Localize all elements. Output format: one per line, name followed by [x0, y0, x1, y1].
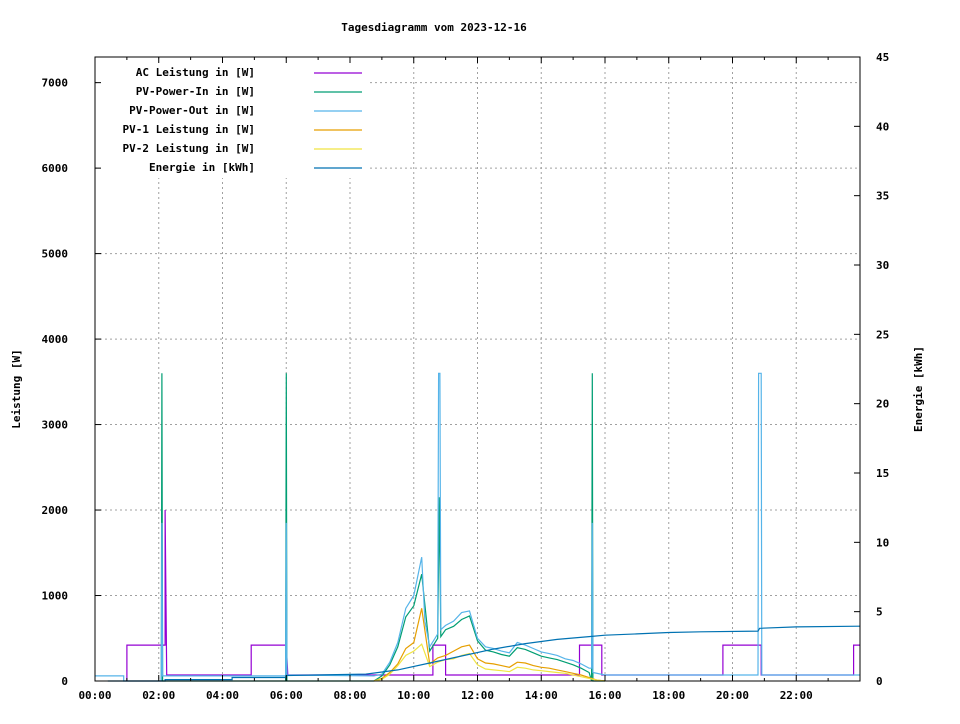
series-line-2 — [160, 373, 605, 682]
y-axis-label: Leistung [W] — [10, 349, 23, 428]
y2-tick-label: 45 — [876, 51, 889, 64]
y-tick-label: 4000 — [42, 333, 69, 346]
y2-tick-label: 0 — [876, 675, 883, 688]
legend-label: AC Leistung in [W] — [136, 66, 255, 79]
series-line-5 — [373, 643, 606, 682]
x-tick-label: 04:00 — [206, 689, 239, 702]
y-tick-label: 7000 — [42, 77, 69, 90]
x-tick-label: 12:00 — [461, 689, 494, 702]
x-tick-label: 06:00 — [270, 689, 303, 702]
series-line-6 — [107, 625, 861, 682]
y-tick-label: 3000 — [42, 419, 69, 432]
y-tick-label: 2000 — [42, 504, 69, 517]
legend-label: PV-Power-Out in [W] — [129, 104, 255, 117]
x-tick-label: 10:00 — [397, 689, 430, 702]
x-tick-label: 20:00 — [716, 689, 749, 702]
y2-tick-label: 25 — [876, 328, 889, 341]
legend: AC Leistung in [W] PV-Power-In in [W] PV-P… — [97, 60, 367, 178]
legend-label: PV-2 Leistung in [W] — [123, 142, 255, 155]
x-tick-label: 02:00 — [142, 689, 175, 702]
series-line-4 — [373, 608, 606, 682]
y-tick-label: 6000 — [42, 162, 69, 175]
y2-tick-label: 15 — [876, 467, 889, 480]
y-tick-label: 5000 — [42, 248, 69, 261]
y2-tick-label: 40 — [876, 120, 889, 133]
axis-ticks: 00:00 02:00 04:00 06:00 08:00 10:00 12:00 14:00… — [42, 51, 890, 702]
x-tick-label: 14:00 — [525, 689, 558, 702]
x-tick-label: 00:00 — [78, 689, 111, 702]
legend-background — [97, 60, 367, 178]
y2-tick-label: 30 — [876, 259, 889, 272]
y2-tick-label: 35 — [876, 190, 889, 203]
x-tick-label: 22:00 — [780, 689, 813, 702]
chart-title: Tagesdiagramm vom 2023-12-16 — [341, 21, 527, 34]
grid — [95, 57, 860, 681]
legend-label: Energie in [kWh] — [149, 161, 255, 174]
y2-tick-label: 5 — [876, 606, 883, 619]
legend-label: PV-Power-In in [W] — [136, 85, 255, 98]
y2-axis-label: Energie [kWh] — [912, 346, 925, 432]
y2-tick-label: 20 — [876, 398, 889, 411]
series-group — [95, 372, 861, 682]
x-tick-label: 16:00 — [588, 689, 621, 702]
y-tick-label: 0 — [61, 675, 68, 688]
legend-label: PV-1 Leistung in [W] — [123, 123, 255, 136]
y2-tick-label: 10 — [876, 536, 889, 549]
y-tick-label: 1000 — [42, 590, 69, 603]
x-tick-label: 18:00 — [652, 689, 685, 702]
x-tick-label: 08:00 — [333, 689, 366, 702]
